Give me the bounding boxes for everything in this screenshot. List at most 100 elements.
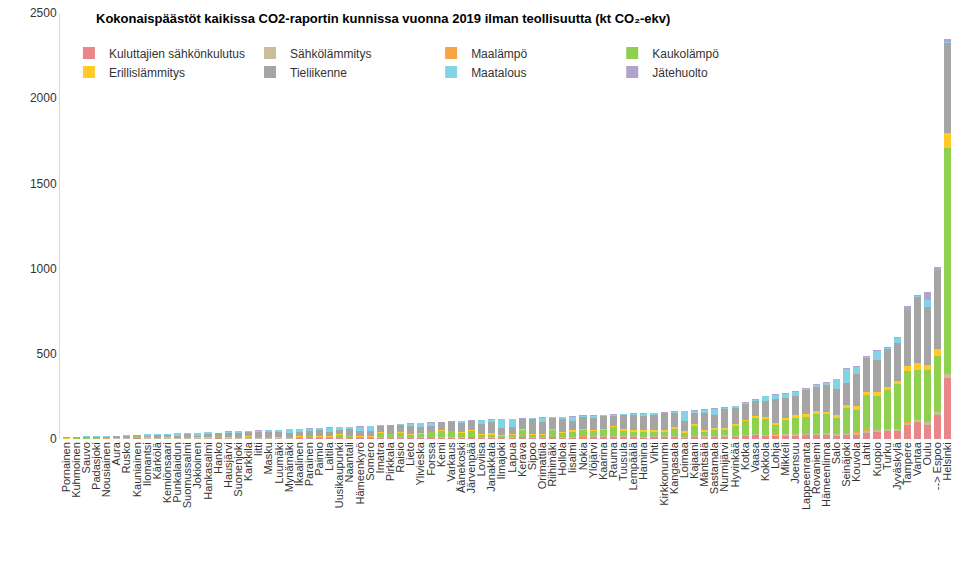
- svg-text:Seinäjoki: Seinäjoki: [840, 442, 852, 487]
- svg-text:Kotka: Kotka: [739, 441, 751, 470]
- svg-text:Hamina: Hamina: [637, 441, 649, 480]
- svg-text:Kokonaispäästöt kaikissa CO2-r: Kokonaispäästöt kaikissa CO2-raportin ku…: [96, 11, 670, 26]
- svg-text:Maatalous: Maatalous: [471, 66, 526, 80]
- svg-text:Lappeenranta: Lappeenranta: [800, 441, 812, 510]
- svg-text:Imatra: Imatra: [374, 441, 386, 473]
- svg-text:Punkalaidun: Punkalaidun: [171, 442, 183, 503]
- svg-text:Lohja: Lohja: [769, 441, 781, 469]
- svg-text:Sähkölämmitys: Sähkölämmitys: [290, 47, 371, 61]
- svg-text:Kangasala: Kangasala: [668, 441, 680, 494]
- svg-text:Pornainen: Pornainen: [60, 442, 72, 492]
- svg-text:Jokioinen: Jokioinen: [191, 442, 203, 488]
- svg-text:Mäntsälä: Mäntsälä: [698, 441, 710, 487]
- svg-text:Luumäki: Luumäki: [273, 442, 285, 484]
- svg-text:Hausjärvi: Hausjärvi: [222, 442, 234, 488]
- svg-text:Nousiainen: Nousiainen: [100, 442, 112, 497]
- svg-text:Hämeenlinna: Hämeenlinna: [820, 441, 832, 507]
- svg-text:Masku: Masku: [262, 442, 274, 474]
- svg-text:Karkkila: Karkkila: [242, 441, 254, 481]
- svg-text:Kaukolämpö: Kaukolämpö: [652, 47, 719, 61]
- svg-text:Oulu: Oulu: [921, 442, 933, 465]
- svg-text:Aura: Aura: [110, 441, 122, 465]
- svg-text:Sauvo: Sauvo: [80, 442, 92, 473]
- svg-text:Sastamala: Sastamala: [708, 441, 720, 494]
- svg-text:Järvenpää: Järvenpää: [465, 441, 477, 493]
- svg-text:Kouvola: Kouvola: [850, 441, 862, 482]
- svg-text:Uusikaupunki: Uusikaupunki: [333, 442, 345, 508]
- svg-text:Forssa: Forssa: [425, 441, 437, 476]
- svg-text:Ilomantsi: Ilomantsi: [141, 442, 153, 486]
- svg-text:Padasjoki: Padasjoki: [90, 442, 102, 490]
- svg-text:Riihimäki: Riihimäki: [546, 442, 558, 487]
- svg-text:Kuluttajien sähkönkulutus: Kuluttajien sähkönkulutus: [109, 47, 245, 61]
- svg-text:Jätehuolto: Jätehuolto: [652, 66, 708, 80]
- svg-text:Kerava: Kerava: [516, 441, 528, 477]
- svg-text:Lempäälä: Lempäälä: [627, 441, 639, 490]
- svg-text:Orimattila: Orimattila: [536, 441, 548, 489]
- svg-text:Tuusula: Tuusula: [617, 441, 629, 481]
- svg-text:Hankasalmi: Hankasalmi: [202, 442, 214, 499]
- svg-text:2500: 2500: [30, 6, 57, 20]
- svg-text:Loviisa: Loviisa: [475, 441, 487, 476]
- svg-text:Äänekoski: Äänekoski: [455, 442, 467, 493]
- svg-text:1500: 1500: [30, 177, 57, 191]
- svg-text:Lieto: Lieto: [404, 442, 416, 466]
- svg-text:Hyvinkää: Hyvinkää: [729, 441, 741, 487]
- svg-text:Kirkkonummi: Kirkkonummi: [658, 442, 670, 506]
- svg-text:Kaarina: Kaarina: [597, 441, 609, 480]
- svg-text:Naantali: Naantali: [343, 442, 355, 482]
- svg-text:Sipoo: Sipoo: [526, 442, 538, 470]
- svg-text:Loimaa: Loimaa: [678, 441, 690, 478]
- svg-text:Kemi: Kemi: [435, 442, 447, 467]
- svg-text:Mikkeli: Mikkeli: [779, 442, 791, 476]
- svg-text:Hämeenkyrö: Hämeenkyrö: [354, 442, 366, 504]
- svg-text:Ylöjärvi: Ylöjärvi: [587, 442, 599, 478]
- svg-text:Janakkala: Janakkala: [485, 441, 497, 491]
- svg-text:Tampere: Tampere: [901, 442, 913, 485]
- svg-text:Varkaus: Varkaus: [445, 442, 457, 482]
- svg-text:Paimio: Paimio: [313, 442, 325, 476]
- svg-text:Parainen: Parainen: [303, 442, 315, 486]
- svg-text:Tieliikenne: Tieliikenne: [290, 66, 347, 80]
- svg-text:Nokia: Nokia: [577, 441, 589, 470]
- svg-text:Vantaa: Vantaa: [911, 441, 923, 476]
- svg-text:Kajaani: Kajaani: [688, 442, 700, 479]
- svg-text:Mynämäki: Mynämäki: [283, 442, 295, 492]
- svg-text:Rauma: Rauma: [607, 441, 619, 477]
- svg-text:Ikaalinen: Ikaalinen: [293, 442, 305, 486]
- svg-text:Kemiönsaari: Kemiönsaari: [161, 442, 173, 503]
- svg-text:Lahti: Lahti: [860, 442, 872, 466]
- svg-text:Laitila: Laitila: [323, 441, 335, 471]
- svg-text:Ylivieska: Ylivieska: [414, 441, 426, 485]
- svg-text:--> Espoo: --> Espoo: [931, 442, 943, 490]
- svg-text:Kauniainen: Kauniainen: [131, 442, 143, 497]
- svg-text:Nurmijärvi: Nurmijärvi: [719, 442, 731, 492]
- svg-text:Rovaniemi: Rovaniemi: [810, 442, 822, 494]
- svg-text:Suonenjoki: Suonenjoki: [232, 442, 244, 496]
- svg-text:Kokkola: Kokkola: [759, 441, 771, 481]
- svg-text:Helsinki: Helsinki: [941, 442, 953, 481]
- svg-text:Iitti: Iitti: [252, 442, 264, 456]
- svg-text:Kuopio: Kuopio: [871, 442, 883, 476]
- svg-text:Kuhmoinen: Kuhmoinen: [70, 442, 82, 498]
- svg-text:Vaasa: Vaasa: [749, 441, 761, 472]
- svg-text:Salo: Salo: [830, 442, 842, 464]
- svg-text:Lapua: Lapua: [506, 441, 518, 472]
- svg-text:Erillislämmitys: Erillislämmitys: [109, 66, 185, 80]
- svg-text:Raisio: Raisio: [394, 442, 406, 473]
- svg-text:Jyväskylä: Jyväskylä: [891, 441, 903, 490]
- svg-text:Hollola: Hollola: [556, 441, 568, 476]
- svg-text:Kärkölä: Kärkölä: [151, 441, 163, 479]
- svg-text:Suomussalmi: Suomussalmi: [181, 442, 193, 508]
- svg-text:Joensuu: Joensuu: [789, 442, 801, 484]
- svg-text:Ilmajoki: Ilmajoki: [496, 442, 508, 479]
- svg-text:Somero: Somero: [364, 442, 376, 481]
- svg-text:0: 0: [50, 432, 57, 446]
- svg-text:Rusko: Rusko: [120, 442, 132, 473]
- svg-text:2000: 2000: [30, 91, 57, 105]
- svg-text:Hanko: Hanko: [212, 442, 224, 474]
- svg-text:Pirkkala: Pirkkala: [384, 441, 396, 481]
- svg-text:Turku: Turku: [881, 442, 893, 470]
- svg-text:1000: 1000: [30, 262, 57, 276]
- svg-text:Maalämpö: Maalämpö: [471, 47, 527, 61]
